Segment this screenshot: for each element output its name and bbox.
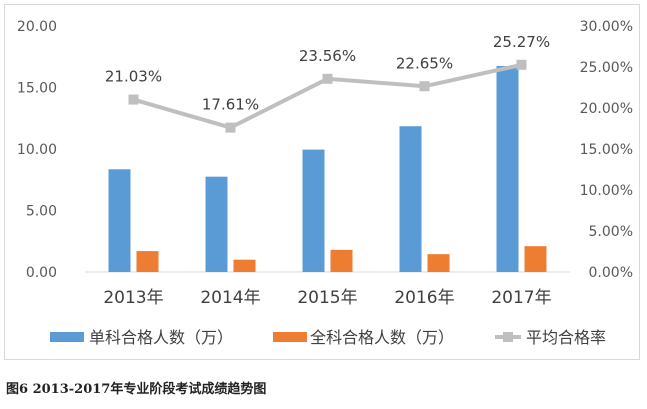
x-tick-label: 2016年 [394,288,454,308]
bar-all-subject [427,254,450,272]
bar-all-subject [136,251,159,272]
line-point-pass-rate [322,73,333,84]
legend-label: 全科合格人数（万） [310,328,454,347]
y-right-tick-label: 10.00% [580,183,633,199]
data-label-pass-rate: 23.56% [299,47,356,65]
bar-single-subject [496,65,519,272]
chart-frame: 0.00 5.00 10.00 15.00 20.00 0.00% 5.00% 10.00% 1… [4,4,640,360]
bar-single-subject [302,149,325,272]
y-right-tick-label: 30.00% [580,19,633,35]
y-right-tick-label: 0.00% [589,265,633,281]
line-point-pass-rate [516,59,527,70]
line-point-pass-rate [128,94,139,105]
y-right-tick-label: 5.00% [589,224,633,240]
legend-swatch [273,332,307,342]
chart-svg: 0.00 5.00 10.00 15.00 20.00 0.00% 5.00% 10.00% 1… [17,19,633,347]
y-right-tick-label: 20.00% [580,101,633,117]
y-left-tick-label: 15.00 [17,81,57,97]
bar-all-subject [524,246,547,272]
data-label-pass-rate: 22.65% [396,54,453,72]
figure-caption: 图6 2013-2017年专业阶段考试成绩趋势图 [6,382,267,397]
data-label-pass-rate: 17.61% [202,96,259,114]
legend-label: 平均合格率 [526,328,606,347]
bar-all-subject [233,259,256,272]
data-label-pass-rate: 21.03% [105,68,162,86]
y-left-tick-label: 20.00 [17,19,57,35]
data-label-pass-rate: 25.27% [493,33,550,51]
bar-single-subject [399,126,422,273]
legend-label: 单科合格人数（万） [89,328,233,347]
x-tick-label: 2013年 [103,288,163,308]
line-point-pass-rate [419,81,430,92]
y-left-tick-label: 0.00 [26,265,57,281]
line-point-pass-rate [225,122,236,133]
bar-single-subject [108,169,131,272]
y-left-tick-label: 5.00 [26,204,57,220]
bar-single-subject [205,176,228,272]
legend-swatch [50,332,84,342]
x-tick-label: 2014年 [200,288,260,308]
x-tick-label: 2017年 [491,288,551,308]
x-tick-label: 2015年 [297,288,357,308]
y-left-tick-label: 10.00 [17,142,57,158]
bar-all-subject [330,249,353,272]
legend-swatch-marker [503,332,513,342]
y-right-tick-label: 25.00% [580,60,633,76]
y-right-tick-label: 15.00% [580,142,633,158]
